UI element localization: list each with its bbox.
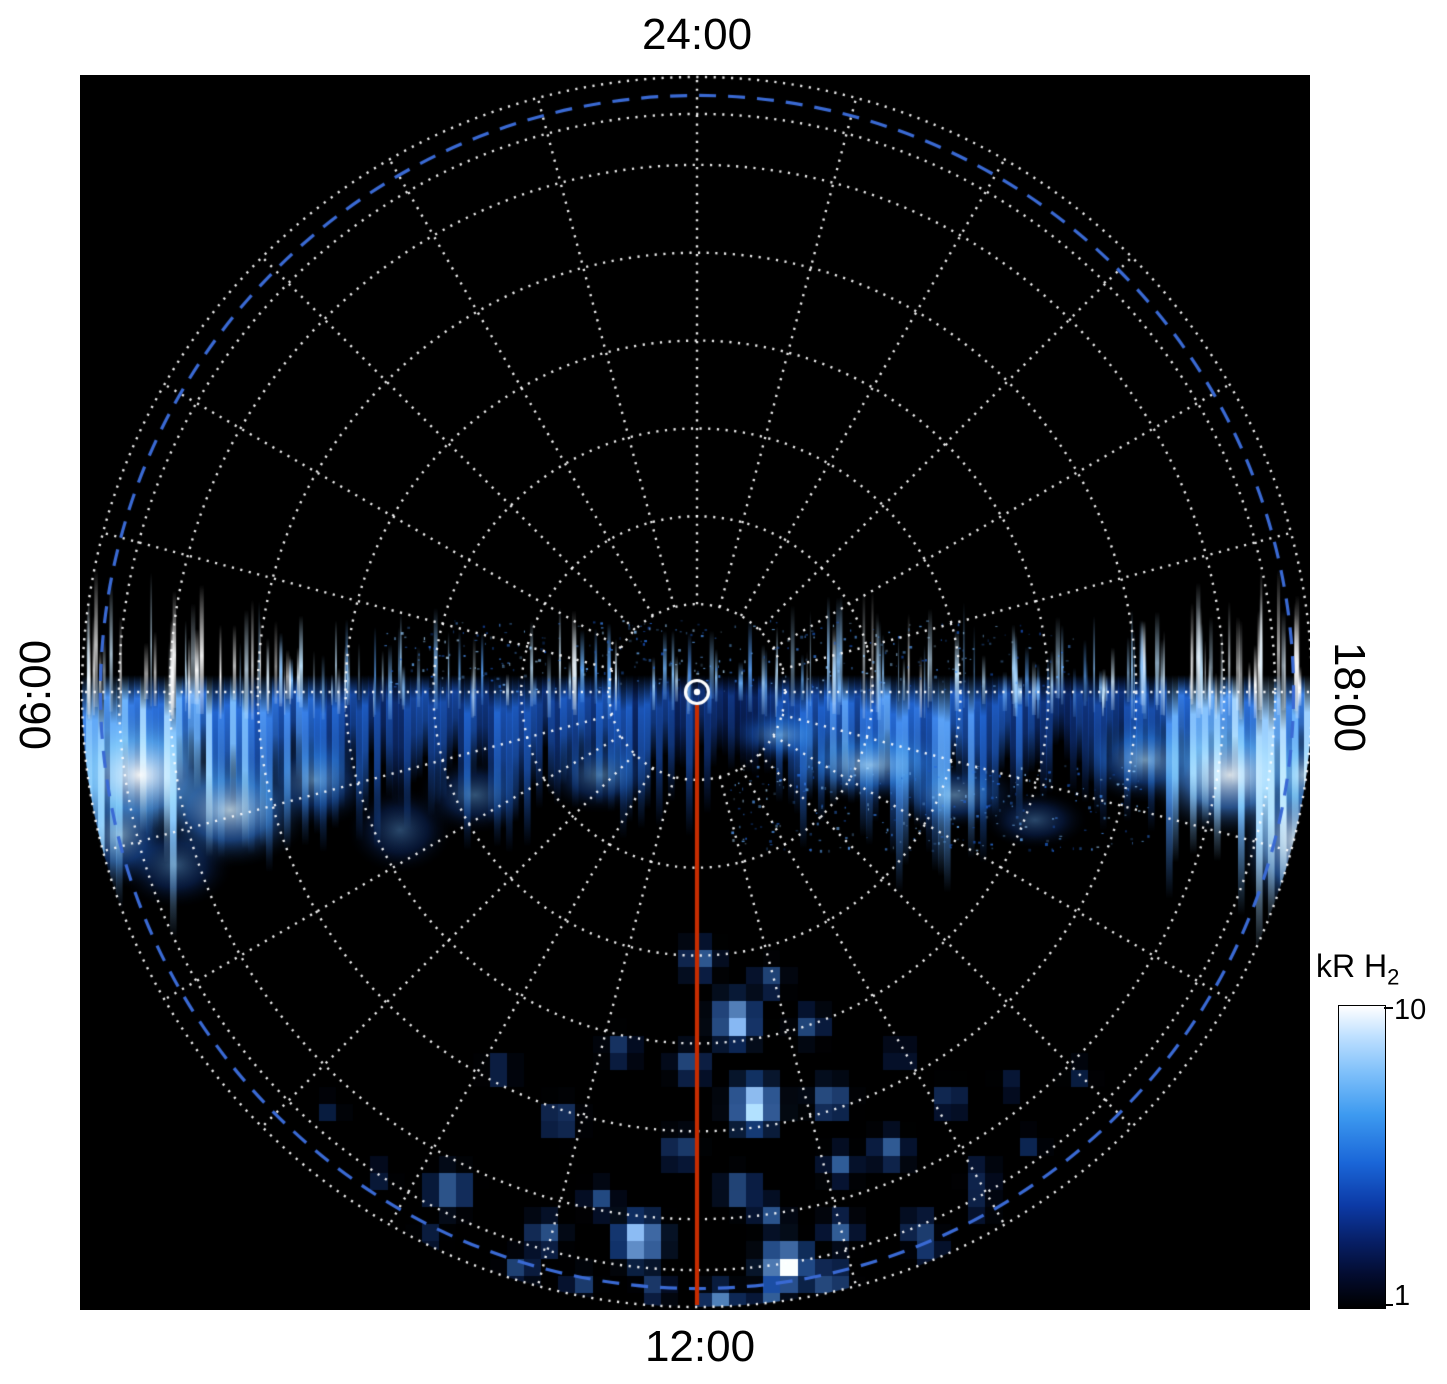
colorbar-title-main: kR H — [1316, 948, 1388, 984]
colorbar-min-label: 1 — [1394, 1280, 1411, 1312]
time-label-dawn: 06:00 — [11, 639, 60, 751]
polar-plot-area — [80, 75, 1310, 1310]
polar-plot-canvas — [80, 75, 1310, 1310]
time-label-midnight: 24:00 — [641, 10, 753, 59]
colorbar-tick-min — [1384, 1304, 1393, 1306]
colorbar-gradient — [1338, 1005, 1386, 1309]
colorbar-title-sub: 2 — [1387, 964, 1400, 990]
time-label-noon: 12:00 — [644, 1322, 756, 1371]
colorbar-tick-max — [1384, 1007, 1393, 1009]
colorbar-max-label: 10 — [1394, 994, 1427, 1026]
time-label-dusk: 18:00 — [1325, 641, 1374, 753]
colorbar-title: kR H2 — [1316, 948, 1399, 990]
